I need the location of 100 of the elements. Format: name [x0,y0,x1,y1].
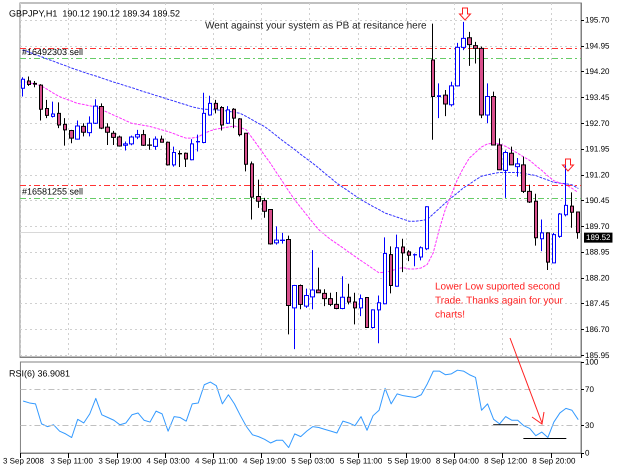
candlestick [552,232,556,264]
y-tick-label: 195.70 [585,16,610,25]
candlestick [178,150,182,168]
candlestick [45,99,49,119]
candlestick [166,141,170,166]
candlestick [81,122,86,137]
candlestick [503,150,508,198]
x-tick-label: 3 Sep 2008 [2,456,44,466]
candlestick [570,192,574,228]
candlestick [232,108,236,129]
y-tick-label: 186.70 [585,325,610,334]
candlestick [365,297,369,328]
candlestick [226,106,230,124]
candlestick [238,118,242,137]
x-tick-label: 5 Sep 11:00 [340,456,383,466]
x-tick-label: 4 Sep 19:00 [242,456,287,466]
candlestick [75,120,80,140]
annotation: Went against your system as PB at resitance here [205,20,428,32]
candlestick [359,294,363,317]
y-tick-label: 188.20 [585,273,610,282]
candlestick [467,31,472,66]
candlestick [27,76,31,86]
y-tick-label: 190.45 [585,196,610,206]
y-tick-label: 192.70 [585,118,610,128]
line-series [22,80,578,274]
candlestick [576,211,580,240]
y-tick-label: 185.95 [585,350,610,360]
candlestick [558,212,562,238]
candlestick [407,250,411,262]
candlestick [509,146,514,166]
candlestick [160,135,164,144]
candlestick [419,246,423,261]
candlestick [395,234,399,288]
candlestick [540,219,544,252]
y-tick-label: 191.95 [585,144,610,154]
y-tick-label: 194.95 [585,41,610,50]
candlestick [316,267,321,294]
candlestick [377,294,381,344]
candlestick [437,82,441,119]
candlestick [534,193,538,246]
candlestick [286,235,291,335]
candlestick [443,89,448,117]
candlestick [431,23,435,140]
candlestick [63,118,67,146]
candlestick [51,101,55,118]
y-tick-label: 188.95 [585,248,610,257]
y-tick-label: 187.45 [585,299,610,308]
candlestick [190,138,194,161]
candlestick [340,276,345,310]
candlestick [220,106,224,132]
candlestick [208,95,212,116]
candlestick [546,232,550,271]
x-tick-label: 3 Sep 11:00 [50,456,94,466]
x-tick-label: 8 Sep 20:00 [532,456,576,466]
candlestick [292,284,297,350]
y-tick-label: 194.20 [585,67,610,76]
y-tick-label: 191.20 [585,170,610,180]
x-tick-label: 5 Sep 03:00 [291,456,335,466]
annotation: Lower Low suported second Trade. Thanks again for your charts! [435,282,566,320]
candlestick [250,160,254,220]
candlestick [413,253,417,267]
candlestick [33,80,37,88]
candlestick [39,84,43,122]
x-tick-label: 8 Sep 12:00 [484,456,528,466]
x-tick-label: 5 Sep 19:00 [388,456,432,466]
y-tick-label: 189.70 [585,222,610,231]
text: GBPJPY,H1 190.12 190.12 189.34 189.52 [9,8,180,18]
line-series [22,50,578,222]
ref-line-label: 189.52 [586,233,612,242]
y-tick-label: 70 [585,384,594,394]
y-tick-label: 193.45 [585,93,610,102]
candlestick [371,308,375,329]
candlestick [21,76,25,97]
x-tick-label: 3 Sep 19:00 [98,456,142,466]
candlestick [196,134,200,152]
candlestick [172,146,176,168]
candlestick [244,132,248,172]
y-tick-label: 30 [585,421,594,430]
candlestick [389,246,393,294]
candlestick [69,129,74,144]
candlestick [353,292,357,325]
candlestick [153,136,158,150]
candlestick [57,102,61,129]
y-tick-label: 100 [585,358,599,366]
candlestick [214,99,218,114]
candlestick [184,152,188,168]
candlestick [485,82,490,124]
candlestick [564,164,568,217]
x-tick-label: 8 Sep 04:00 [436,456,480,466]
candlestick [347,283,351,305]
candlestick [202,92,206,144]
ref-line-label: #16581255 sell [22,186,84,197]
x-tick-label: 4 Sep 11:00 [195,456,238,466]
x-tick-label: 4 Sep 03:00 [146,456,190,466]
candlestick [383,236,387,305]
candlestick [298,284,303,310]
y-tick-label: 0 [585,448,590,458]
candlestick [515,158,520,178]
candlestick [425,206,429,251]
text: RSI(6) 36.9081 [9,368,70,378]
